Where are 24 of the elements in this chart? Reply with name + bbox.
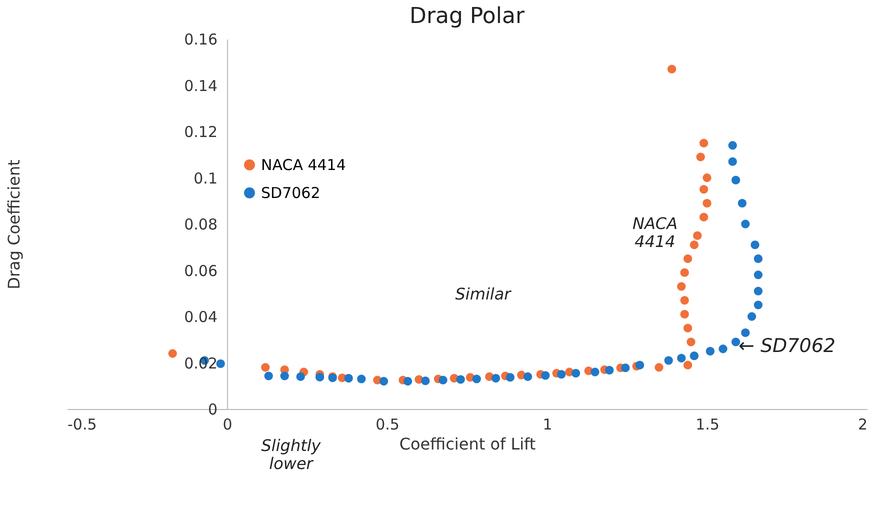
x-tick-label: 0 [222, 416, 232, 434]
text: Slightly lower [261, 436, 322, 473]
annotation: Similar [455, 284, 512, 304]
y-tick-label: 0.08 [184, 216, 218, 234]
x-tick-label: 1 [542, 416, 552, 434]
annotation: NACA 4414 [632, 214, 678, 251]
y-tick-label: 0 [208, 400, 218, 418]
annotation: ← SD7062 [738, 335, 836, 358]
y-tick-label: 0.06 [184, 262, 218, 280]
legend-label: NACA 4414 [261, 156, 346, 174]
chart-title: Drag Polar [409, 4, 526, 29]
x-tick-label: -0.5 [68, 416, 97, 434]
y-axis-title: Drag Coefficient [4, 160, 24, 290]
y-tick-label: 0.14 [184, 76, 218, 95]
y-tick-label: 0.04 [184, 308, 218, 326]
x-tick-label: 0.5 [376, 416, 400, 434]
x-axis-title: Coefficient of Lift [399, 434, 536, 454]
x-tick-label: 2 [858, 416, 868, 434]
legend-label: SD7062 [261, 184, 320, 202]
y-tick-label: 0.02 [184, 354, 218, 372]
y-tick-label: 0.1 [194, 169, 218, 188]
y-tick-label: 0.16 [184, 30, 218, 48]
y-tick-label: 0.12 [184, 123, 218, 141]
x-tick-label: 1.5 [696, 416, 720, 434]
